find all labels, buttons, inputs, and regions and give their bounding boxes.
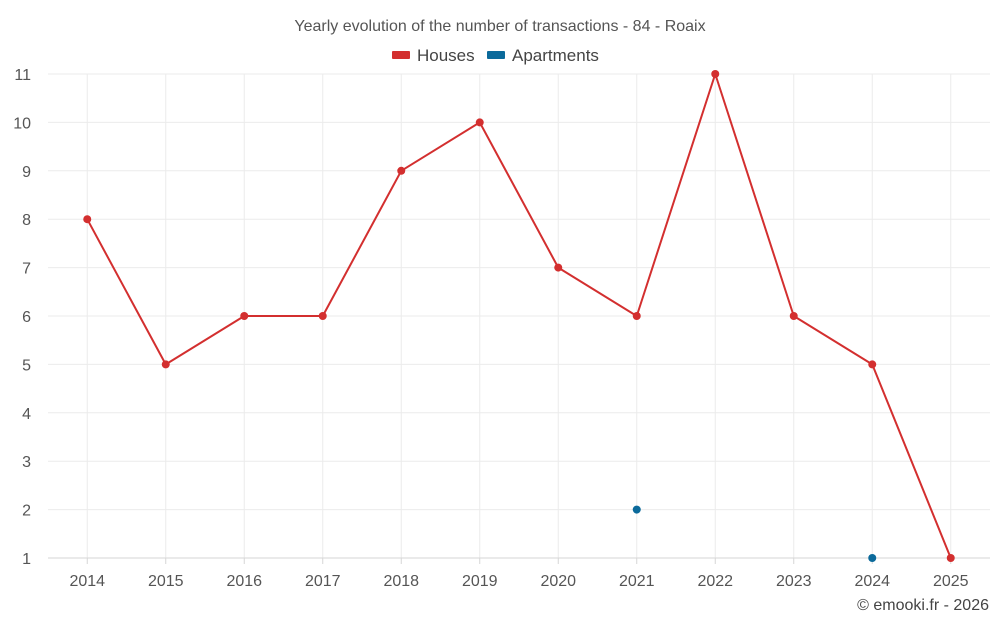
y-axis-tick-labels: 1 2 3 4 5 6 7 8 9 10 11 [13, 67, 31, 568]
data-point-houses-2022[interactable] [711, 70, 720, 78]
credit-text: © emooki.fr - 2026 [857, 597, 989, 614]
y-tick-label: 2 [22, 503, 31, 520]
y-tick-label: 3 [22, 454, 31, 471]
x-tick-label: 2015 [148, 573, 184, 590]
y-tick-label: 8 [22, 212, 31, 229]
data-point-apartments-2024[interactable] [868, 554, 877, 562]
axes [48, 557, 990, 564]
series-apartments [632, 505, 877, 562]
data-point-houses-2019[interactable] [475, 118, 484, 127]
data-point-houses-2020[interactable] [554, 263, 563, 272]
legend-swatch-houses [392, 51, 410, 59]
legend-label-apartments: Apartments [512, 46, 599, 65]
data-point-houses-2014[interactable] [83, 215, 92, 224]
y-tick-label: 11 [14, 67, 31, 84]
x-tick-label: 2014 [69, 573, 105, 590]
data-point-houses-2021[interactable] [632, 312, 641, 320]
series-line-houses [86, 73, 952, 559]
y-tick-label: 7 [22, 261, 31, 278]
x-tick-label: 2023 [776, 573, 812, 590]
data-point-houses-2016[interactable] [240, 312, 249, 320]
x-tick-label: 2024 [854, 573, 890, 590]
chart-title: Yearly evolution of the number of transa… [294, 18, 705, 35]
data-point-houses-2025[interactable] [946, 554, 955, 562]
data-point-apartments-2021[interactable] [632, 505, 641, 514]
legend: Houses Apartments [392, 46, 599, 65]
x-tick-label: 2021 [619, 573, 655, 590]
x-tick-label: 2022 [697, 573, 733, 590]
data-series [83, 70, 955, 562]
data-point-houses-2015[interactable] [161, 360, 170, 369]
x-tick-label: 2025 [933, 573, 969, 590]
data-point-houses-2023[interactable] [789, 312, 798, 320]
legend-label-houses: Houses [417, 46, 475, 65]
x-tick-label: 2019 [462, 573, 498, 590]
x-tick-label: 2018 [383, 573, 419, 590]
y-tick-label: 10 [13, 115, 31, 132]
data-point-houses-2018[interactable] [397, 166, 406, 175]
legend-item-houses[interactable]: Houses [392, 46, 475, 65]
y-tick-label: 5 [22, 357, 31, 374]
x-tick-label: 2020 [540, 573, 576, 590]
y-tick-label: 4 [22, 406, 31, 423]
data-point-houses-2024[interactable] [868, 360, 877, 369]
y-tick-label: 9 [22, 164, 31, 181]
x-axis-tick-labels: 2014 2015 2016 2017 2018 2019 2020 2021 2022 2023… [69, 573, 968, 590]
x-tick-label: 2017 [305, 573, 341, 590]
y-tick-label: 1 [22, 551, 31, 568]
series-houses [83, 70, 955, 562]
x-tick-label: 2016 [226, 573, 262, 590]
y-tick-label: 6 [22, 309, 31, 326]
legend-item-apartments[interactable]: Apartments [487, 46, 599, 65]
data-point-houses-2017[interactable] [318, 312, 327, 320]
gridlines [48, 73, 990, 558]
legend-swatch-apartments [487, 51, 505, 59]
